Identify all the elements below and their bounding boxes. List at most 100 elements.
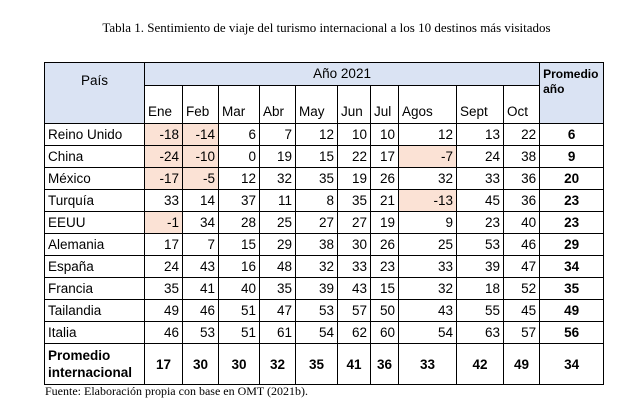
total-value-cell: 32 — [259, 343, 296, 385]
value-cell: 8 — [295, 189, 338, 212]
value-cell: 27 — [337, 211, 371, 234]
travel-sentiment-table: País Año 2021 Promedio año Ene Feb Mar Abr M… — [44, 62, 605, 385]
header-month: Jun — [337, 85, 371, 124]
value-cell: -7 — [398, 145, 457, 168]
value-cell: 35 — [144, 277, 183, 300]
value-cell: 49 — [144, 299, 183, 322]
value-cell: 33 — [337, 255, 371, 278]
value-cell: 11 — [259, 189, 296, 212]
total-value-cell: 30 — [182, 343, 219, 385]
average-cell: 9 — [539, 145, 605, 168]
total-value-cell: 30 — [218, 343, 260, 385]
value-cell: 15 — [218, 233, 260, 256]
value-cell: 53 — [295, 299, 338, 322]
value-cell: 0 — [218, 145, 260, 168]
value-cell: 51 — [218, 321, 260, 344]
total-value-cell: 33 — [398, 343, 457, 385]
value-cell: 16 — [218, 255, 260, 278]
value-cell: 45 — [456, 189, 504, 212]
header-month: Oct — [502, 85, 541, 124]
average-cell: 20 — [539, 167, 605, 190]
value-cell: 40 — [502, 211, 541, 234]
value-cell: 15 — [295, 145, 338, 168]
value-cell: 10 — [337, 123, 371, 146]
value-cell: 39 — [295, 277, 338, 300]
value-cell: 26 — [370, 233, 399, 256]
value-cell: -10 — [182, 145, 219, 168]
average-cell: 56 — [539, 321, 605, 344]
country-cell: EEUU — [44, 211, 145, 234]
value-cell: 52 — [502, 277, 541, 300]
value-cell: 35 — [295, 167, 338, 190]
table-row: México -17 -5 12 32 35 19 26 32 33 36 20 — [44, 167, 605, 190]
value-cell: 33 — [144, 189, 183, 212]
average-cell: 23 — [539, 189, 605, 212]
total-average-cell: 34 — [539, 343, 605, 385]
value-cell: 6 — [218, 123, 260, 146]
value-cell: 12 — [295, 123, 338, 146]
value-cell: 21 — [370, 189, 399, 212]
value-cell: 47 — [502, 255, 541, 278]
value-cell: 51 — [218, 299, 260, 322]
header-month: Jul — [370, 85, 399, 124]
value-cell: 26 — [370, 167, 399, 190]
value-cell: 7 — [182, 233, 219, 256]
value-cell: 35 — [337, 189, 371, 212]
value-cell: 36 — [502, 167, 541, 190]
total-value-cell: 42 — [456, 343, 504, 385]
header-year: Año 2021 — [143, 62, 541, 86]
average-cell: 49 — [539, 299, 605, 322]
value-cell: 38 — [295, 233, 338, 256]
table-row: Francia 35 41 40 35 39 43 15 32 18 52 35 — [44, 277, 605, 300]
table-row: Alemania 17 7 15 29 38 30 26 25 53 46 29 — [44, 233, 605, 256]
value-cell: 22 — [502, 123, 541, 146]
value-cell: 53 — [456, 233, 504, 256]
value-cell: -1 — [144, 211, 183, 234]
value-cell: 43 — [337, 277, 371, 300]
value-cell: 22 — [337, 145, 371, 168]
country-cell: Italia — [44, 321, 145, 344]
value-cell: -18 — [144, 123, 183, 146]
table-row: Italia 46 53 51 61 54 62 60 54 63 57 56 — [44, 321, 605, 344]
value-cell: 62 — [337, 321, 371, 344]
value-cell: 7 — [259, 123, 296, 146]
country-cell: China — [44, 145, 145, 168]
header-country: País — [44, 62, 145, 124]
value-cell: 53 — [182, 321, 219, 344]
value-cell: 13 — [456, 123, 504, 146]
country-cell: Tailandia — [44, 299, 145, 322]
value-cell: 19 — [337, 167, 371, 190]
total-value-cell: 36 — [370, 343, 399, 385]
value-cell: 12 — [398, 123, 457, 146]
total-row: Promedio internacional 17 30 30 32 35 41 36 33 42… — [44, 343, 605, 385]
header-month: Feb — [182, 85, 219, 124]
value-cell: 45 — [502, 299, 541, 322]
value-cell: 32 — [295, 255, 338, 278]
header-month: Abr — [259, 85, 296, 124]
value-cell: 50 — [370, 299, 399, 322]
value-cell: 35 — [259, 277, 296, 300]
value-cell: 23 — [370, 255, 399, 278]
value-cell: 12 — [218, 167, 260, 190]
value-cell: 61 — [259, 321, 296, 344]
value-cell: 46 — [502, 233, 541, 256]
value-cell: 43 — [182, 255, 219, 278]
value-cell: 19 — [370, 211, 399, 234]
value-cell: -5 — [182, 167, 219, 190]
average-cell: 34 — [539, 255, 605, 278]
average-cell: 23 — [539, 211, 605, 234]
value-cell: 25 — [398, 233, 457, 256]
value-cell: 14 — [182, 189, 219, 212]
value-cell: 32 — [398, 277, 457, 300]
value-cell: 29 — [259, 233, 296, 256]
country-cell: Reino Unido — [44, 123, 145, 146]
value-cell: 23 — [456, 211, 504, 234]
value-cell: 15 — [370, 277, 399, 300]
header-average: Promedio año — [539, 62, 605, 124]
header-month: Sept — [456, 85, 504, 124]
country-cell: España — [44, 255, 145, 278]
header-month: Agos — [398, 85, 457, 124]
header-month: Ene — [144, 85, 183, 124]
value-cell: 60 — [370, 321, 399, 344]
value-cell: 48 — [259, 255, 296, 278]
